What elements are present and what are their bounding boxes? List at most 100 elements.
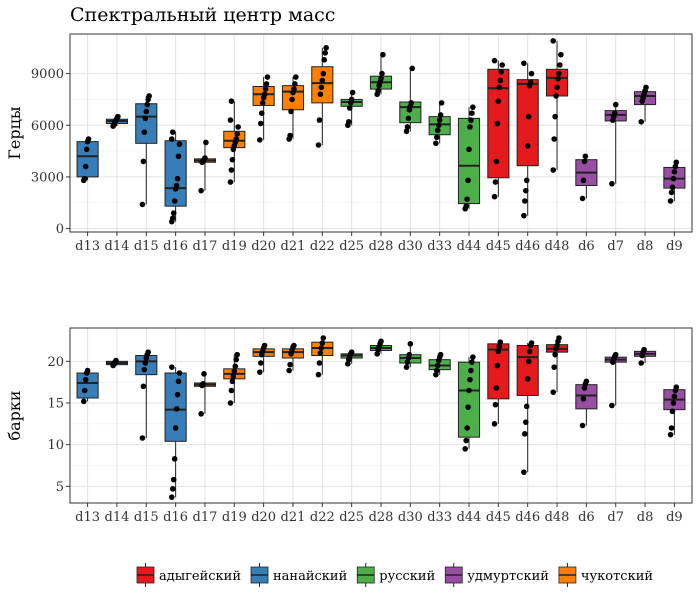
x-tick-label: d8: [637, 510, 654, 525]
data-point: [263, 81, 270, 87]
x-tick-label: d7: [607, 510, 624, 525]
data-point: [470, 354, 476, 360]
data-point: [201, 371, 207, 377]
data-point: [492, 401, 499, 408]
y-tick-label: 20: [47, 355, 64, 370]
legend-label: чукотский: [581, 569, 653, 584]
data-point: [82, 163, 89, 170]
data-point: [234, 131, 240, 137]
data-point: [80, 398, 87, 405]
data-point: [668, 189, 675, 196]
data-point: [375, 88, 381, 94]
data-point: [492, 179, 499, 185]
data-point: [464, 425, 470, 431]
data-point: [198, 411, 204, 417]
data-point: [491, 421, 498, 427]
data-point: [141, 129, 148, 135]
box-d15: [135, 95, 158, 205]
x-tick-label: d45: [486, 239, 511, 254]
data-point: [437, 351, 444, 358]
data-point: [374, 351, 380, 357]
data-point: [345, 361, 351, 367]
data-point: [173, 182, 180, 189]
data-point: [581, 158, 588, 165]
data-point: [169, 215, 176, 222]
data-point: [139, 201, 146, 208]
data-point: [168, 136, 175, 142]
data-point: [525, 358, 532, 365]
data-point: [142, 360, 149, 366]
data-point: [466, 146, 472, 153]
data-point: [556, 335, 562, 341]
data-point: [521, 60, 527, 67]
x-tick-label: d19: [222, 239, 247, 254]
data-point: [170, 476, 177, 483]
data-point: [345, 119, 352, 125]
y-axis-label: барки: [5, 390, 24, 440]
data-point: [643, 84, 649, 91]
data-point: [200, 381, 206, 387]
data-point: [495, 348, 502, 355]
data-point: [289, 96, 295, 103]
data-point: [142, 115, 149, 122]
x-tick-label: d15: [134, 239, 159, 254]
data-point: [139, 435, 146, 441]
data-point: [140, 158, 147, 165]
data-point: [522, 198, 528, 204]
legend-label: адыгейский: [159, 569, 241, 584]
data-point: [524, 376, 531, 382]
data-point: [317, 350, 324, 356]
data-point: [611, 110, 618, 116]
data-point: [499, 62, 505, 68]
data-point: [609, 180, 615, 187]
data-point: [671, 393, 678, 400]
data-point: [552, 113, 558, 120]
data-point: [144, 101, 151, 108]
data-point: [403, 364, 410, 370]
data-point: [409, 65, 416, 72]
data-point: [491, 57, 498, 64]
data-point: [433, 140, 439, 147]
legend-label: нанайский: [273, 569, 347, 584]
data-point: [349, 89, 356, 96]
data-point: [583, 378, 590, 385]
legend-item: чукотский: [558, 563, 653, 587]
data-point: [435, 122, 442, 129]
data-point: [316, 360, 323, 366]
x-tick-label: d22: [310, 510, 335, 525]
x-tick-label: d8: [637, 239, 654, 254]
data-point: [85, 136, 92, 142]
data-point: [497, 77, 504, 84]
box-body: [76, 372, 99, 399]
legend-label: русский: [379, 569, 435, 584]
data-point: [171, 456, 178, 462]
data-point: [228, 98, 235, 104]
x-tick-label: d46: [515, 239, 540, 254]
data-point: [145, 349, 152, 355]
data-point: [257, 137, 263, 143]
data-point: [320, 335, 327, 341]
legend-item: русский: [356, 563, 435, 587]
data-point: [498, 69, 505, 75]
data-point: [287, 361, 293, 368]
legend-item: удмуртский: [444, 563, 549, 587]
data-point: [556, 70, 562, 77]
data-point: [469, 110, 475, 116]
data-point: [323, 44, 329, 51]
x-tick-label: d9: [666, 510, 683, 525]
data-point: [143, 108, 150, 115]
data-point: [291, 342, 297, 349]
data-point: [233, 356, 240, 363]
data-point: [612, 351, 619, 358]
data-point: [320, 70, 327, 77]
data-point: [550, 167, 556, 173]
data-point: [523, 177, 530, 184]
data-point: [115, 113, 121, 120]
x-tick-label: d30: [398, 510, 423, 525]
data-point: [169, 486, 176, 492]
x-tick-label: d16: [163, 239, 188, 254]
data-point: [288, 108, 294, 115]
data-point: [168, 494, 175, 500]
data-point: [557, 62, 563, 68]
data-point: [525, 113, 532, 120]
